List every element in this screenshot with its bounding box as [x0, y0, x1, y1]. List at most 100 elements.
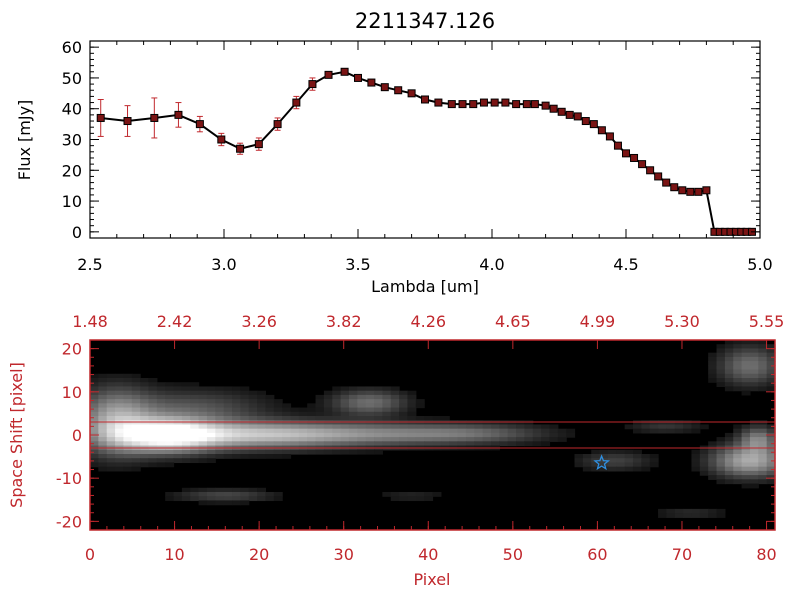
image-pixel: [123, 390, 133, 396]
image-pixel: [106, 437, 116, 442]
image-pixel: [632, 449, 642, 455]
chart-title: 2211347.126: [355, 9, 495, 33]
image-pixel: [257, 403, 267, 409]
image-pixel: [357, 449, 367, 455]
x-tick-label: 30: [334, 545, 354, 564]
image-pixel: [666, 420, 676, 426]
image-pixel: [390, 390, 400, 396]
image-pixel: [290, 411, 300, 417]
image-pixel: [165, 454, 175, 459]
image-pixel: [123, 416, 133, 421]
image-pixel: [758, 424, 768, 430]
image-pixel: [424, 428, 434, 434]
image-pixel: [290, 420, 300, 426]
image-pixel: [223, 424, 233, 430]
image-pixel: [265, 399, 275, 404]
image-pixel: [90, 424, 99, 430]
image-pixel: [323, 437, 333, 442]
data-point: [340, 67, 349, 76]
image-pixel: [432, 432, 442, 438]
image-pixel: [357, 399, 367, 404]
image-pixel: [374, 428, 383, 434]
image-pixel: [632, 420, 642, 426]
image-pixel: [649, 428, 659, 434]
image-pixel: [165, 386, 175, 392]
image-pixel: [98, 373, 108, 379]
image-pixel: [649, 424, 659, 430]
image-pixel: [248, 496, 258, 502]
image-pixel: [758, 340, 768, 345]
image-pixel: [98, 394, 108, 400]
image-pixel: [741, 437, 751, 442]
image-pixel: [699, 454, 709, 459]
image-pixel: [123, 449, 133, 455]
image-pixel: [357, 420, 367, 426]
image-pixel: [507, 437, 517, 442]
image-pixel: [382, 420, 392, 426]
image-pixel: [516, 420, 525, 426]
top-tick-label: 5.55: [749, 312, 785, 331]
image-pixel: [190, 386, 200, 392]
image-pixel: [399, 390, 409, 396]
image-pixel: [315, 441, 325, 447]
image-pixel: [724, 466, 734, 472]
image-pixel: [156, 403, 166, 409]
image-pixel: [198, 437, 208, 442]
image-pixel: [190, 487, 200, 493]
image-pixel: [190, 420, 200, 426]
image-pixel: [524, 428, 534, 434]
image-pixel: [758, 466, 768, 472]
image-pixel: [766, 369, 776, 375]
image-pixel: [749, 449, 759, 455]
image-pixel: [307, 432, 317, 438]
x-tick-label: 80: [756, 545, 776, 564]
image-pixel: [106, 466, 116, 472]
image-pixel: [716, 369, 726, 375]
image-pixel: [248, 424, 258, 430]
image-pixel: [365, 403, 375, 409]
image-pixel: [181, 420, 191, 426]
image-pixel: [708, 449, 718, 455]
image-pixel: [190, 454, 200, 459]
image-pixel: [131, 458, 141, 464]
image-pixel: [399, 424, 409, 430]
image-pixel: [265, 454, 275, 459]
image-pixel: [490, 441, 500, 447]
image-pixel: [348, 394, 358, 400]
data-point: [217, 135, 226, 144]
image-pixel: [115, 390, 125, 396]
image-pixel: [115, 411, 125, 417]
image-pixel: [557, 437, 567, 442]
image-pixel: [733, 424, 743, 430]
image-pixel: [282, 432, 292, 438]
image-pixel: [741, 348, 751, 354]
image-pixel: [758, 475, 768, 480]
y-axis-label: Flux [mJy]: [15, 100, 34, 181]
image-pixel: [156, 386, 166, 392]
image-pixel: [323, 411, 333, 417]
image-pixel: [699, 470, 709, 476]
image-pixel: [691, 513, 701, 518]
image-pixel: [323, 441, 333, 447]
image-pixel: [541, 441, 551, 447]
image-pixel: [307, 416, 317, 421]
image-pixel: [374, 449, 383, 455]
image-pixel: [716, 513, 726, 518]
image-pixel: [198, 458, 208, 464]
image-pixel: [374, 386, 383, 392]
image-pixel: [90, 437, 99, 442]
image-pixel: [248, 407, 258, 413]
image-pixel: [407, 492, 417, 497]
image-pixel: [206, 441, 216, 447]
image-pixel: [733, 365, 743, 371]
image-pixel: [365, 432, 375, 438]
image-pixel: [724, 386, 734, 392]
image-pixel: [90, 416, 99, 421]
image-pixel: [115, 424, 125, 430]
image-pixel: [332, 403, 342, 409]
data-point: [654, 172, 663, 181]
image-pixel: [248, 390, 258, 396]
image-pixel: [357, 441, 367, 447]
image-pixel: [733, 475, 743, 480]
image-pixel: [232, 403, 241, 409]
